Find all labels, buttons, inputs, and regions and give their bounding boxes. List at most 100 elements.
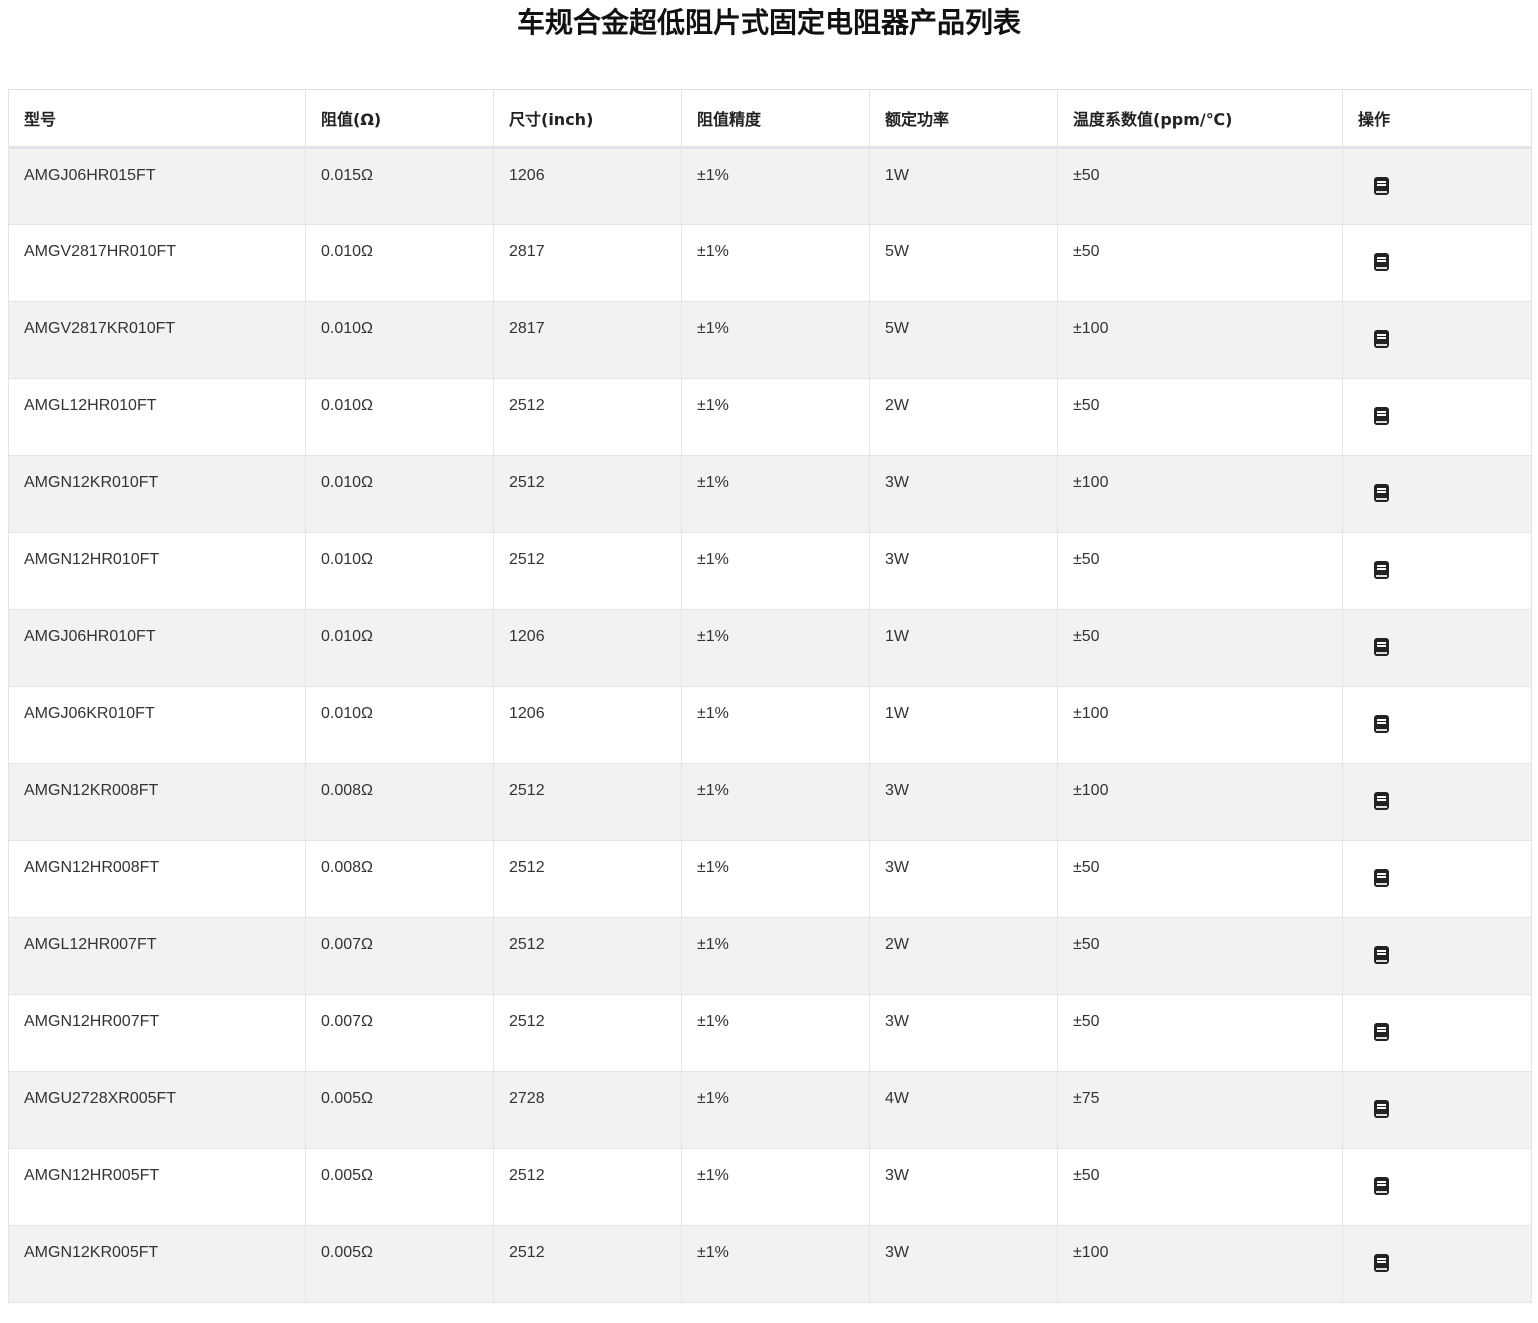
cell-action (1342, 378, 1532, 456)
cell-action (1342, 1071, 1532, 1149)
cell-size: 1206 (493, 147, 682, 225)
cell-power: 3W (869, 1148, 1058, 1226)
column-header-power: 额定功率 (869, 89, 1058, 149)
cell-tolerance: ±1% (681, 147, 870, 225)
book-icon[interactable] (1374, 561, 1389, 579)
cell-model: AMGN12HR005FT (8, 1148, 306, 1226)
cell-resistance: 0.005Ω (305, 1071, 494, 1149)
cell-size: 2512 (493, 1225, 682, 1303)
table-row: AMGV2817HR010FT 0.010Ω 2817 ±1% 5W ±50 (8, 224, 1532, 302)
cell-tolerance: ±1% (681, 994, 870, 1072)
cell-model: AMGN12KR010FT (8, 455, 306, 533)
cell-tolerance: ±1% (681, 763, 870, 841)
cell-resistance: 0.008Ω (305, 840, 494, 918)
cell-power: 5W (869, 301, 1058, 379)
cell-tcr: ±50 (1057, 532, 1343, 610)
cell-action (1342, 147, 1532, 225)
book-icon[interactable] (1374, 177, 1389, 195)
table-row: AMGN12HR005FT 0.005Ω 2512 ±1% 3W ±50 (8, 1148, 1532, 1226)
cell-action (1342, 840, 1532, 918)
book-icon[interactable] (1374, 1023, 1389, 1041)
product-table: 型号 阻值(Ω) 尺寸(inch) 阻值精度 额定功率 温度系数值(ppm/℃) 操作 AM… (8, 89, 1532, 1303)
cell-tolerance: ±1% (681, 840, 870, 918)
cell-tolerance: ±1% (681, 686, 870, 764)
cell-resistance: 0.010Ω (305, 455, 494, 533)
cell-power: 3W (869, 840, 1058, 918)
book-icon[interactable] (1374, 715, 1389, 733)
cell-tcr: ±50 (1057, 147, 1343, 225)
book-icon[interactable] (1374, 638, 1389, 656)
cell-tcr: ±50 (1057, 994, 1343, 1072)
column-header-resistance: 阻值(Ω) (305, 89, 494, 149)
cell-tcr: ±50 (1057, 224, 1343, 302)
cell-tolerance: ±1% (681, 609, 870, 687)
cell-resistance: 0.010Ω (305, 224, 494, 302)
cell-power: 5W (869, 224, 1058, 302)
cell-resistance: 0.010Ω (305, 301, 494, 379)
cell-model: AMGJ06HR015FT (8, 147, 306, 225)
cell-action (1342, 224, 1532, 302)
cell-size: 2512 (493, 532, 682, 610)
table-row: AMGL12HR007FT 0.007Ω 2512 ±1% 2W ±50 (8, 917, 1532, 995)
cell-action (1342, 763, 1532, 841)
cell-resistance: 0.010Ω (305, 686, 494, 764)
cell-model: AMGN12HR010FT (8, 532, 306, 610)
cell-power: 2W (869, 917, 1058, 995)
cell-power: 3W (869, 455, 1058, 533)
column-header-tolerance: 阻值精度 (681, 89, 870, 149)
book-icon[interactable] (1374, 869, 1389, 887)
column-header-model: 型号 (8, 89, 306, 149)
cell-tcr: ±50 (1057, 917, 1343, 995)
book-icon[interactable] (1374, 330, 1389, 348)
cell-size: 2512 (493, 378, 682, 456)
cell-size: 2512 (493, 840, 682, 918)
cell-tcr: ±100 (1057, 1225, 1343, 1303)
cell-size: 1206 (493, 609, 682, 687)
cell-tolerance: ±1% (681, 301, 870, 379)
cell-size: 2817 (493, 224, 682, 302)
cell-tolerance: ±1% (681, 224, 870, 302)
cell-size: 2512 (493, 917, 682, 995)
book-icon[interactable] (1374, 1254, 1389, 1272)
table-row: AMGJ06HR010FT 0.010Ω 1206 ±1% 1W ±50 (8, 609, 1532, 687)
cell-size: 1206 (493, 686, 682, 764)
table-row: AMGU2728XR005FT 0.005Ω 2728 ±1% 4W ±75 (8, 1071, 1532, 1149)
cell-model: AMGN12KR005FT (8, 1225, 306, 1303)
table-row: AMGL12HR010FT 0.010Ω 2512 ±1% 2W ±50 (8, 378, 1532, 456)
book-icon[interactable] (1374, 407, 1389, 425)
cell-resistance: 0.010Ω (305, 378, 494, 456)
cell-power: 3W (869, 532, 1058, 610)
cell-model: AMGL12HR007FT (8, 917, 306, 995)
cell-power: 3W (869, 1225, 1058, 1303)
cell-action (1342, 301, 1532, 379)
cell-model: AMGN12HR007FT (8, 994, 306, 1072)
book-icon[interactable] (1374, 484, 1389, 502)
book-icon[interactable] (1374, 792, 1389, 810)
table-row: AMGV2817KR010FT 0.010Ω 2817 ±1% 5W ±100 (8, 301, 1532, 379)
cell-power: 4W (869, 1071, 1058, 1149)
cell-tolerance: ±1% (681, 917, 870, 995)
cell-power: 3W (869, 763, 1058, 841)
cell-tcr: ±50 (1057, 1148, 1343, 1226)
cell-tolerance: ±1% (681, 1225, 870, 1303)
table-row: AMGJ06KR010FT 0.010Ω 1206 ±1% 1W ±100 (8, 686, 1532, 764)
cell-power: 1W (869, 686, 1058, 764)
table-row: AMGN12HR008FT 0.008Ω 2512 ±1% 3W ±50 (8, 840, 1532, 918)
cell-tcr: ±50 (1057, 378, 1343, 456)
cell-action (1342, 609, 1532, 687)
book-icon[interactable] (1374, 946, 1389, 964)
book-icon[interactable] (1374, 253, 1389, 271)
table-row: AMGN12KR008FT 0.008Ω 2512 ±1% 3W ±100 (8, 763, 1532, 841)
table-row: AMGN12HR010FT 0.010Ω 2512 ±1% 3W ±50 (8, 532, 1532, 610)
book-icon[interactable] (1374, 1177, 1389, 1195)
cell-tolerance: ±1% (681, 532, 870, 610)
cell-power: 2W (869, 378, 1058, 456)
cell-tcr: ±75 (1057, 1071, 1343, 1149)
cell-tcr: ±50 (1057, 609, 1343, 687)
cell-model: AMGV2817HR010FT (8, 224, 306, 302)
cell-power: 1W (869, 147, 1058, 225)
cell-action (1342, 1225, 1532, 1303)
cell-model: AMGL12HR010FT (8, 378, 306, 456)
book-icon[interactable] (1374, 1100, 1389, 1118)
cell-tcr: ±100 (1057, 763, 1343, 841)
